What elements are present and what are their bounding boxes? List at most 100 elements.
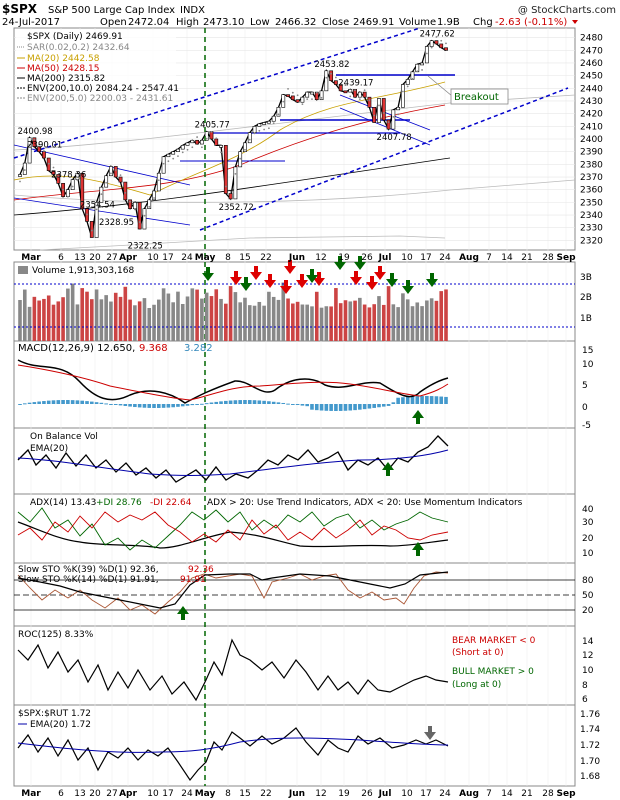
macd-hist-bar: [152, 404, 156, 408]
macd-hist-bar: [291, 404, 295, 405]
price-candle: [286, 94, 290, 97]
volume-bar: [405, 299, 410, 341]
volume-bar: [109, 301, 113, 341]
watermark: @ StockCharts.com: [518, 5, 616, 16]
macd-hist-bar: [147, 404, 152, 408]
macd-hist-bar: [166, 404, 171, 408]
price-candle: [329, 70, 334, 81]
volume-bar: [56, 301, 61, 341]
price-candle: [171, 151, 176, 155]
price-candle: [247, 132, 252, 144]
price-candle: [37, 146, 42, 152]
adx-minus-di: -DI 22.64: [150, 498, 192, 508]
sar-dot: [28, 143, 31, 146]
close-value: 2469.91: [353, 17, 394, 28]
volume-bar: [444, 289, 448, 341]
ratio-tick-170: 1.70: [580, 757, 600, 767]
sar-dot: [23, 169, 26, 171]
x-axis-label-bottom: 28: [542, 789, 554, 799]
volume-distribution-arrow: [366, 276, 378, 290]
ma-20-line: [13, 81, 446, 196]
volume-bar: [133, 305, 137, 341]
sto-tick-20: 20: [582, 606, 594, 616]
volume-bar: [94, 289, 99, 341]
macd-hist-bar: [200, 403, 204, 405]
x-axis-label: 19: [338, 253, 350, 263]
sar-dot: [205, 137, 208, 140]
x-axis-label: 12: [315, 253, 326, 263]
price-tick-label: 2430: [580, 97, 603, 107]
volume-tick-3b: 3B: [580, 273, 592, 283]
sar-dot: [186, 148, 189, 151]
macd-hist-value: 3.282: [184, 343, 213, 354]
volume-bar: [358, 297, 362, 341]
sar-dot: [440, 39, 443, 42]
volume-bar: [157, 299, 161, 341]
price-candle: [262, 122, 267, 125]
x-axis-label: 20: [89, 253, 101, 263]
sar-dot: [335, 76, 337, 79]
x-axis-label-bottom: Jul: [378, 789, 392, 799]
macd-title: MACD(12,26,9) 12.650,: [18, 343, 135, 354]
macd-hist-bar: [89, 401, 94, 404]
volume-bar: [99, 299, 104, 341]
volume-bar: [410, 306, 415, 341]
volume-bar: [243, 297, 247, 341]
macd-tick-10: 10: [582, 360, 594, 370]
x-axis-label-bottom: Sep: [556, 789, 576, 799]
price-candle: [22, 162, 27, 175]
sar-dot: [320, 96, 323, 99]
volume-bar: [262, 305, 266, 341]
volume-bar: [271, 296, 276, 341]
volume-bar: [200, 298, 204, 341]
roc-tick-10: 10: [582, 666, 594, 676]
volume-distribution-arrow: [250, 266, 262, 280]
sar-dot: [325, 76, 328, 79]
sar-dot: [267, 127, 270, 130]
x-axis-label: 21: [521, 253, 532, 263]
x-axis-label: Mar: [21, 253, 41, 263]
macd-hist-bar: [214, 401, 219, 404]
x-axis-label-bottom: Mar: [21, 789, 41, 799]
volume-bar: [415, 302, 420, 341]
obv-up-arrow: [382, 462, 394, 476]
sar-dot: [406, 85, 409, 88]
price-candle: [132, 202, 137, 210]
macd-histogram: [18, 396, 448, 411]
high-label: High: [176, 17, 199, 28]
sto-tick-80: 80: [582, 576, 594, 586]
macd-hist-bar: [46, 400, 51, 404]
sar-dot: [47, 162, 50, 165]
price-candle: [32, 137, 37, 147]
volume-bar: [420, 306, 424, 341]
price-candle: [70, 179, 75, 190]
sar-dot: [387, 121, 390, 124]
sar-dot: [215, 137, 218, 140]
price-candle: [271, 115, 276, 122]
macd-hist-bar: [42, 401, 46, 404]
price-label: 2400.98: [18, 127, 53, 137]
price-candle: [185, 142, 190, 146]
x-axis-label: 7: [486, 253, 492, 263]
macd-hist-bar: [401, 397, 405, 404]
macd-hist-bar: [224, 400, 228, 404]
macd-tick-neg5: -5: [582, 421, 591, 431]
roc-title: ROC(125) 8.33%: [18, 630, 94, 640]
sar-dot: [76, 179, 79, 182]
macd-hist-bar: [243, 400, 247, 404]
macd-hist-bar: [300, 404, 305, 406]
legend-item-ma200: MA(200) 2315.82: [27, 74, 105, 84]
macd-hist-bar: [405, 396, 410, 404]
symbol-title: $SPX: [2, 2, 38, 16]
envelope-upper-10: [13, 94, 576, 151]
price-candle: [156, 172, 161, 192]
sar-dot: [272, 122, 275, 125]
breakout-callout-text: Breakout: [454, 92, 499, 103]
macd-hist-bar: [70, 400, 75, 404]
macd-hist-bar: [18, 404, 22, 405]
x-axis-label-bottom: 20: [89, 789, 101, 799]
volume-bar: [372, 304, 377, 341]
exchange-label: INDX: [180, 5, 205, 16]
x-axis-label-bottom: 24: [181, 789, 193, 799]
